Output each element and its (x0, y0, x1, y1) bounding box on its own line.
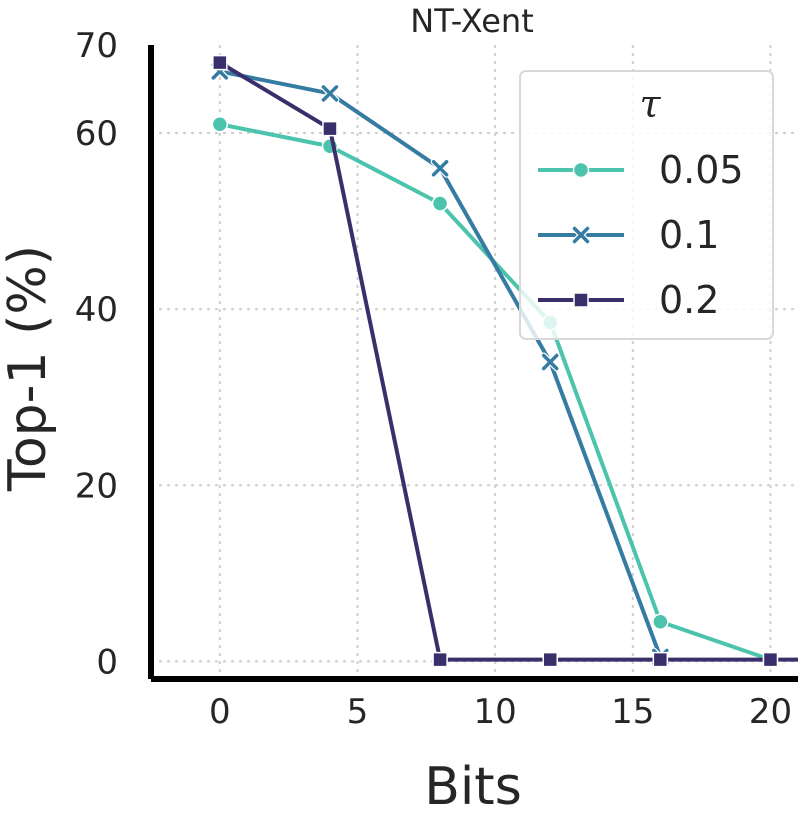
legend-title: τ (639, 82, 661, 126)
legend: τ 0.05 0.1 0.2 (519, 70, 774, 340)
y-tick-label: 70 (75, 26, 118, 66)
y-tick-label: 40 (75, 290, 118, 330)
data-point-0.05 (652, 613, 669, 631)
data-point-0.1 (320, 83, 340, 103)
legend-item-0.2: 0.2 (538, 278, 719, 322)
series-layer (210, 54, 798, 668)
legend-box (519, 70, 774, 340)
legend-marker (573, 292, 589, 308)
x-tick-label: 10 (474, 692, 517, 732)
legend-marker (571, 225, 591, 245)
data-point-0.2 (652, 651, 669, 668)
legend-label: 0.1 (659, 213, 719, 257)
y-tick-label: 0 (96, 642, 118, 682)
chart-title: NT-Xent (410, 2, 534, 40)
x-tick-label: 5 (347, 692, 369, 732)
legend-marker (572, 161, 590, 179)
legend-item-0.1: 0.1 (538, 213, 719, 257)
legend-label: 0.2 (659, 278, 719, 322)
data-point-0.05 (431, 195, 449, 212)
data-point-0.2 (542, 651, 558, 668)
series-0.2 (212, 54, 798, 668)
y-tick-label: 20 (75, 466, 118, 506)
x-tick-label: 0 (209, 692, 231, 732)
data-point-0.2 (762, 651, 779, 668)
legend-item-0.05: 0.05 (538, 148, 744, 192)
y-axis-title: Top-1 (%) (0, 245, 58, 492)
data-point-0.1 (540, 352, 560, 372)
data-point-0.05 (211, 116, 229, 133)
data-point-0.2 (322, 120, 338, 137)
x-tick-label: 20 (749, 692, 792, 732)
tick-labels: 0 5 10 15 20 0 20 40 60 70 (75, 26, 792, 732)
x-axis-title: Bits (424, 757, 522, 815)
y-tick-label: 60 (75, 114, 118, 154)
x-tick-label: 15 (611, 692, 654, 732)
legend-label: 0.05 (659, 148, 744, 192)
axes (148, 45, 798, 682)
data-point-0.2 (212, 54, 228, 71)
data-point-0.1 (430, 158, 450, 178)
data-point-0.2 (432, 651, 448, 668)
